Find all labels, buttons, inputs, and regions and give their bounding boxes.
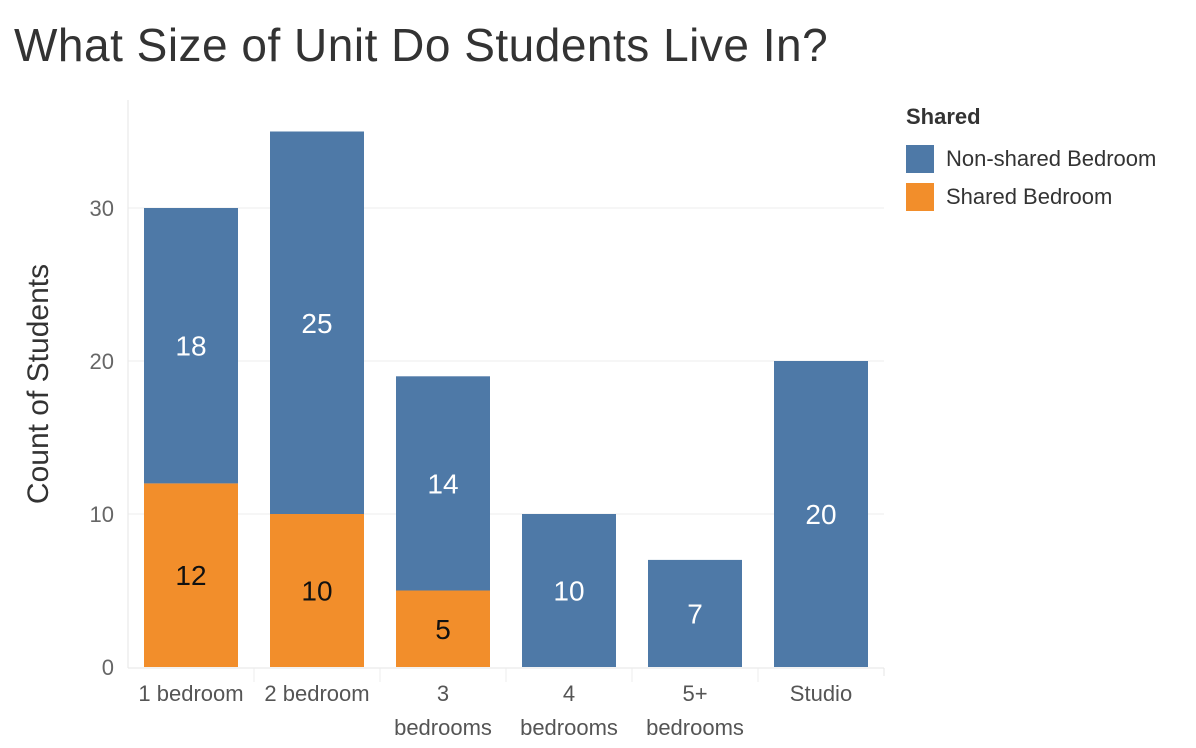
legend-item-shared[interactable]: Shared Bedroom xyxy=(906,178,1156,216)
y-tick-label-0: 0 xyxy=(102,655,114,680)
data-label-1-bedroom-shared-bedroom: 12 xyxy=(175,560,206,591)
x-tick-label-2-bedroom: 2 bedroom xyxy=(264,681,369,706)
y-tick-label-10: 10 xyxy=(90,502,114,527)
x-tick-label-3-bedrooms-line2: bedrooms xyxy=(394,715,492,740)
legend-swatch-shared xyxy=(906,183,934,211)
legend-label-non-shared: Non-shared Bedroom xyxy=(946,146,1157,171)
legend-label-shared: Shared Bedroom xyxy=(946,184,1113,209)
chart-title: What Size of Unit Do Students Live In? xyxy=(14,19,829,71)
legend-item-non-shared[interactable]: Non-shared Bedroom xyxy=(906,140,1156,178)
data-label-studio-non-shared-bedroom: 20 xyxy=(805,499,836,530)
bar-2-bedroom-shared-bedroom[interactable] xyxy=(270,514,364,667)
bar-3-bedrooms-non-shared-bedroom[interactable] xyxy=(396,376,490,591)
y-tick-label-30: 30 xyxy=(90,196,114,221)
bar-1-bedroom-shared-bedroom[interactable] xyxy=(144,483,238,667)
bar-2-bedroom-non-shared-bedroom[interactable] xyxy=(270,131,364,515)
x-tick-label-4-bedrooms: 4 xyxy=(563,681,575,706)
y-axis-label: Count of Students xyxy=(22,264,55,504)
x-tick-label-4-bedrooms-line2: bedrooms xyxy=(520,715,618,740)
bar-3-bedrooms-shared-bedroom[interactable] xyxy=(396,590,490,668)
bar-4-bedrooms-non-shared-bedroom[interactable] xyxy=(522,514,616,667)
x-tick-label-studio: Studio xyxy=(790,681,852,706)
data-label-2-bedroom-shared-bedroom: 10 xyxy=(301,576,332,607)
legend-title: Shared xyxy=(906,104,981,129)
data-label-5-bedrooms-non-shared-bedroom: 7 xyxy=(687,598,703,629)
data-label-3-bedrooms-non-shared-bedroom: 14 xyxy=(427,468,458,499)
data-label-1-bedroom-non-shared-bedroom: 18 xyxy=(175,331,206,362)
x-tick-label-3-bedrooms: 3 xyxy=(437,681,449,706)
bar-studio-non-shared-bedroom[interactable] xyxy=(774,361,868,667)
x-tick-label-5-bedrooms: 5+ xyxy=(682,681,707,706)
bar-5-bedrooms-non-shared-bedroom[interactable] xyxy=(648,559,742,667)
y-tick-label-20: 20 xyxy=(90,349,114,374)
data-label-3-bedrooms-shared-bedroom: 5 xyxy=(435,614,451,645)
x-tick-label-1-bedroom: 1 bedroom xyxy=(138,681,243,706)
bar-1-bedroom-non-shared-bedroom[interactable] xyxy=(144,208,238,484)
data-label-4-bedrooms-non-shared-bedroom: 10 xyxy=(553,576,584,607)
data-label-2-bedroom-non-shared-bedroom: 25 xyxy=(301,308,332,339)
x-tick-label-5-bedrooms-line2: bedrooms xyxy=(646,715,744,740)
legend: Shared Non-shared Bedroom Shared Bedroom xyxy=(906,104,1156,216)
legend-swatch-non-shared xyxy=(906,145,934,173)
